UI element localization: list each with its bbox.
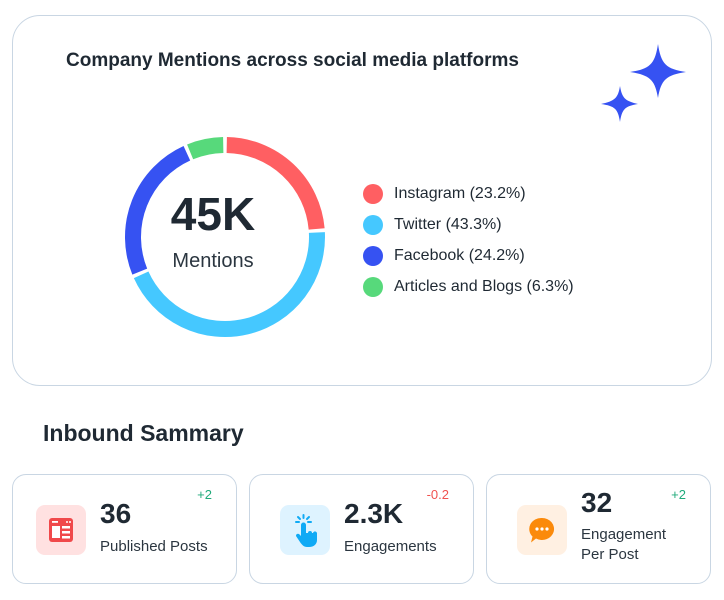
stat-label: Engagements xyxy=(344,538,437,555)
stat-card-engagement-per-post[interactable]: 32 Engagement Per Post +2 xyxy=(486,474,711,584)
stat-delta: -0.2 xyxy=(426,487,449,502)
legend-item-instagram: Instagram (23.2%) xyxy=(363,178,574,209)
donut-segment-facebook xyxy=(125,145,191,275)
stat-delta: +2 xyxy=(197,487,212,502)
card-title: Company Mentions across social media pla… xyxy=(66,50,519,71)
total-mentions-value: 45K xyxy=(170,188,256,240)
stat-value: 2.3K xyxy=(344,498,404,529)
legend-item-twitter: Twitter (43.3%) xyxy=(363,209,574,240)
stat-label: Published Posts xyxy=(100,538,208,555)
stat-card-published-posts[interactable]: 36 Published Posts +2 xyxy=(12,474,237,584)
legend-dot xyxy=(363,276,383,297)
donut-segment-twitter xyxy=(133,232,325,337)
legend-item-articles: Articles and Blogs (6.3%) xyxy=(363,271,574,302)
donut-segment-articles-and-blogs xyxy=(187,137,224,160)
stat-card-engagements[interactable]: 2.3K Engagements -0.2 xyxy=(249,474,474,584)
chart-legend: Instagram (23.2%) Twitter (43.3%) Facebo… xyxy=(363,178,574,302)
donut-chart xyxy=(125,137,325,337)
stat-delta: +2 xyxy=(671,487,686,502)
sparkle-icon xyxy=(601,44,686,122)
donut-segment-instagram xyxy=(226,137,325,230)
legend-dot xyxy=(363,245,383,266)
legend-dot xyxy=(363,214,383,235)
legend-item-facebook: Facebook (24.2%) xyxy=(363,240,574,271)
mentions-card xyxy=(12,15,712,386)
stat-value: 32 xyxy=(581,487,613,518)
chat-bubble-icon xyxy=(517,505,567,555)
legend-dot xyxy=(363,183,383,204)
total-mentions-label: Mentions xyxy=(172,250,254,272)
tap-hand-icon xyxy=(280,505,330,555)
browser-window-icon xyxy=(36,505,86,555)
stat-value: 36 xyxy=(100,498,132,529)
section-title: Inbound Sammary xyxy=(43,420,244,446)
stat-label: Engagement Per Post xyxy=(581,526,667,563)
